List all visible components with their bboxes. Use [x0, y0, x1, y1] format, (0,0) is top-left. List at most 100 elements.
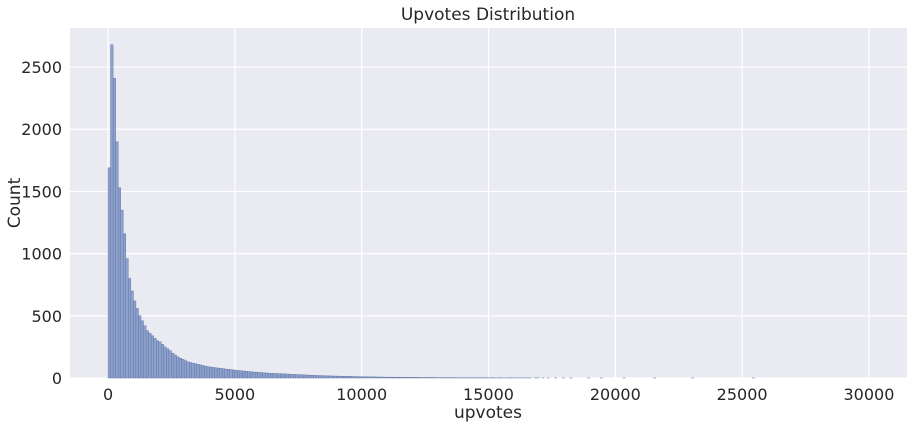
bar	[367, 377, 370, 378]
bar	[296, 375, 299, 378]
bar	[263, 373, 266, 378]
bar	[136, 308, 139, 378]
bar	[400, 377, 403, 378]
bar	[293, 374, 296, 378]
bar	[118, 188, 121, 378]
bar	[242, 371, 245, 378]
bar	[379, 377, 382, 378]
bar	[359, 377, 362, 378]
bar	[149, 333, 152, 378]
bar	[192, 363, 195, 378]
bar	[415, 377, 418, 378]
bar	[225, 369, 228, 378]
y-tick-label: 500	[31, 307, 62, 326]
bar	[270, 373, 273, 378]
y-tick-label: 1500	[21, 182, 62, 201]
bar	[291, 374, 294, 378]
bar	[212, 367, 215, 378]
bar	[174, 355, 177, 378]
bar	[194, 364, 197, 378]
bar	[357, 377, 360, 378]
bar	[382, 377, 385, 378]
bar	[210, 367, 213, 378]
y-tick-label: 2500	[21, 58, 62, 77]
bar	[306, 375, 309, 378]
bar	[141, 321, 144, 378]
bar	[265, 373, 268, 378]
bar	[385, 377, 388, 378]
bar	[240, 371, 243, 378]
bar	[146, 331, 149, 378]
bar	[377, 377, 380, 378]
bar	[138, 316, 141, 378]
x-tick-label: 25000	[717, 385, 768, 404]
bar	[156, 341, 159, 378]
bar	[417, 377, 420, 378]
y-tick-label: 0	[52, 369, 62, 388]
bar	[177, 357, 180, 378]
bar	[182, 359, 185, 378]
bar	[390, 377, 393, 378]
bar	[326, 376, 329, 378]
bar	[151, 336, 154, 378]
bar	[113, 78, 116, 378]
bar	[329, 376, 332, 378]
y-tick-label: 1000	[21, 245, 62, 264]
bar	[123, 234, 126, 378]
bar	[232, 370, 235, 378]
bar	[283, 374, 286, 378]
x-tick-label: 0	[103, 385, 113, 404]
bar	[144, 326, 147, 378]
bar	[392, 377, 395, 378]
bar	[111, 45, 114, 378]
bar	[303, 375, 306, 378]
bar	[260, 373, 263, 378]
bar	[187, 362, 190, 378]
bar	[301, 375, 304, 378]
x-tick-label: 5000	[215, 385, 256, 404]
bar	[412, 377, 415, 378]
x-tick-label: 15000	[463, 385, 514, 404]
x-tick-label: 20000	[590, 385, 641, 404]
bar	[397, 377, 400, 378]
bar	[131, 291, 134, 378]
bar	[407, 377, 410, 378]
bar	[171, 353, 174, 378]
bar	[334, 376, 337, 378]
bar	[245, 371, 248, 378]
bar	[275, 374, 278, 378]
bar	[128, 278, 131, 378]
bar	[222, 369, 225, 378]
bar	[354, 377, 357, 378]
bar	[159, 342, 162, 378]
bar	[362, 377, 365, 378]
x-tick-label: 10000	[336, 385, 387, 404]
bar	[339, 376, 342, 378]
bar	[344, 376, 347, 378]
bar	[250, 372, 253, 378]
bar	[331, 376, 334, 378]
bar	[268, 373, 271, 378]
bar	[341, 376, 344, 378]
bar	[154, 338, 157, 378]
bar	[184, 361, 187, 378]
bar	[199, 365, 202, 378]
bar	[352, 377, 355, 378]
bar	[364, 377, 367, 378]
bar	[121, 210, 124, 378]
bar	[369, 377, 372, 378]
bar	[161, 344, 164, 378]
bar	[235, 370, 238, 378]
bar	[321, 376, 324, 378]
bar	[278, 374, 281, 378]
bar	[395, 377, 398, 378]
bar	[227, 369, 230, 378]
bar	[405, 377, 408, 378]
x-tick-label: 30000	[844, 385, 895, 404]
bar	[126, 259, 129, 378]
bar	[281, 374, 284, 378]
bar	[402, 377, 405, 378]
bar	[349, 376, 352, 378]
y-tick-label: 2000	[21, 120, 62, 139]
